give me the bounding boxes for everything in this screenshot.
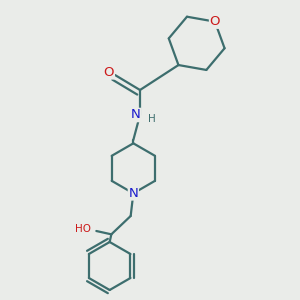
Text: O: O xyxy=(104,66,114,79)
Text: O: O xyxy=(210,15,220,28)
Text: N: N xyxy=(128,187,138,200)
Text: HO: HO xyxy=(75,224,91,234)
Text: H: H xyxy=(148,114,155,124)
Text: N: N xyxy=(131,109,141,122)
